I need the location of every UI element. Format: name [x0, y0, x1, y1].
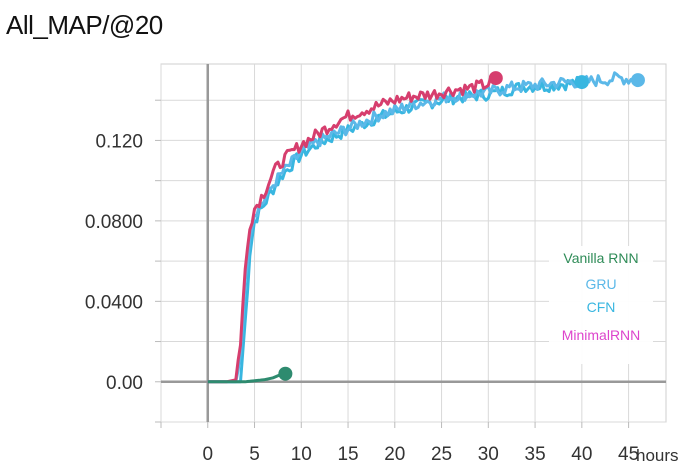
series-lines: [207, 71, 640, 384]
x-axis-label: hours: [636, 446, 679, 465]
x-tick-label: 30: [478, 444, 499, 465]
legend-entry-cfn: CFN: [587, 299, 616, 315]
legend-box: [549, 246, 653, 364]
series-endpoint-minimalrnn: [488, 71, 503, 86]
x-tick-label: 20: [384, 444, 405, 465]
series-endpoint-cfn: [574, 75, 589, 90]
y-tick-label: 0.0800: [85, 212, 143, 233]
legend-entry-minimalrnn: MinimalRNN: [562, 327, 641, 343]
x-tick-label: 40: [571, 444, 592, 465]
series-line-minimalrnn: [207, 73, 497, 384]
x-tick-label: 0: [202, 444, 213, 465]
chart-title: All_MAP/@20: [6, 10, 163, 40]
series-endpoint-gru: [630, 73, 645, 88]
minor-ticks: [155, 99, 630, 428]
legend-entry-gru: GRU: [585, 276, 616, 292]
x-tick-label: 45: [618, 444, 639, 465]
series-endpoint-vanilla-rnn: [278, 366, 293, 381]
x-tick-label: 25: [431, 444, 452, 465]
y-tick-label: 0.120: [95, 131, 143, 152]
x-tick-labels: 0 5 10 15 20 25 30 35 40 45: [202, 444, 639, 465]
legend: Vanilla RNN GRU CFN MinimalRNN: [549, 246, 653, 364]
series-line-gru: [207, 71, 640, 384]
x-tick-label: 5: [249, 444, 260, 465]
y-tick-labels: 0.00 0.0400 0.0800 0.120: [85, 131, 143, 393]
series-endpoints: [278, 71, 645, 381]
series-line-vanilla-rnn: [207, 372, 285, 384]
y-tick-label: 0.00: [106, 373, 143, 394]
x-tick-label: 15: [337, 444, 358, 465]
legend-entry-vanilla-rnn: Vanilla RNN: [563, 250, 638, 266]
gridlines: [160, 64, 666, 423]
x-tick-label: 35: [525, 444, 546, 465]
y-tick-label: 0.0400: [85, 292, 143, 313]
x-tick-label: 10: [291, 444, 312, 465]
